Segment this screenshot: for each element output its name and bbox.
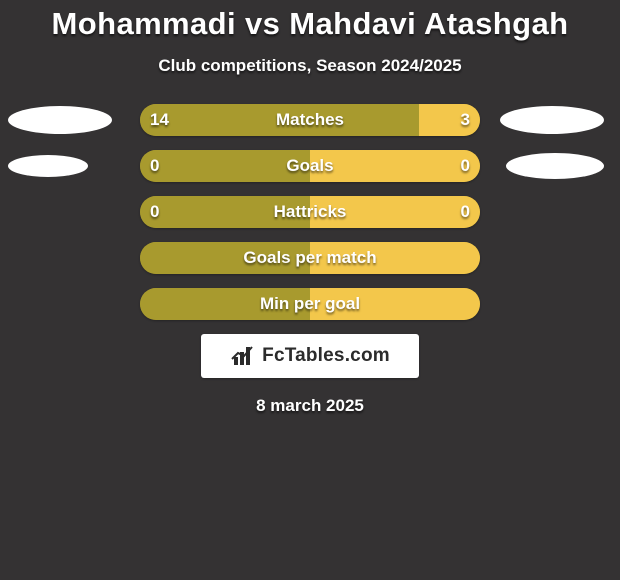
stat-value-right: 0	[461, 196, 470, 228]
stat-bar: Goals per match	[140, 242, 480, 274]
avatar-left	[8, 106, 112, 134]
stat-label: Goals per match	[140, 242, 480, 274]
avatar-right	[506, 153, 604, 179]
logo-box: FcTables.com	[201, 334, 419, 378]
stat-row: Goals0 0	[0, 150, 620, 182]
stat-value-right: 0	[461, 150, 470, 182]
logo-text: FcTables.com	[262, 345, 390, 367]
avatar-left	[8, 155, 88, 177]
subtitle: Club competitions, Season 2024/2025	[0, 56, 620, 76]
date-text: 8 march 2025	[0, 396, 620, 416]
stat-bar: Matches	[140, 104, 480, 136]
stat-value-left: 14	[150, 104, 169, 136]
stat-bar: Goals	[140, 150, 480, 182]
stat-label: Min per goal	[140, 288, 480, 320]
stat-row: Goals per match	[0, 242, 620, 274]
stat-row: Min per goal	[0, 288, 620, 320]
stat-bar: Hattricks	[140, 196, 480, 228]
stat-label: Hattricks	[140, 196, 480, 228]
stat-label: Goals	[140, 150, 480, 182]
stat-bar: Min per goal	[140, 288, 480, 320]
chart-icon	[230, 345, 256, 367]
stat-value-left: 0	[150, 196, 159, 228]
stat-value-left: 0	[150, 150, 159, 182]
stat-row: Hattricks0 0	[0, 196, 620, 228]
stat-label: Matches	[140, 104, 480, 136]
stat-value-right: 3	[461, 104, 470, 136]
page-title: Mohammadi vs Mahdavi Atashgah	[0, 0, 620, 42]
avatar-right	[500, 106, 604, 134]
stat-row: Matches14 3	[0, 104, 620, 136]
comparison-rows: Matches143Goals00Hattricks00Goals per ma…	[0, 104, 620, 320]
